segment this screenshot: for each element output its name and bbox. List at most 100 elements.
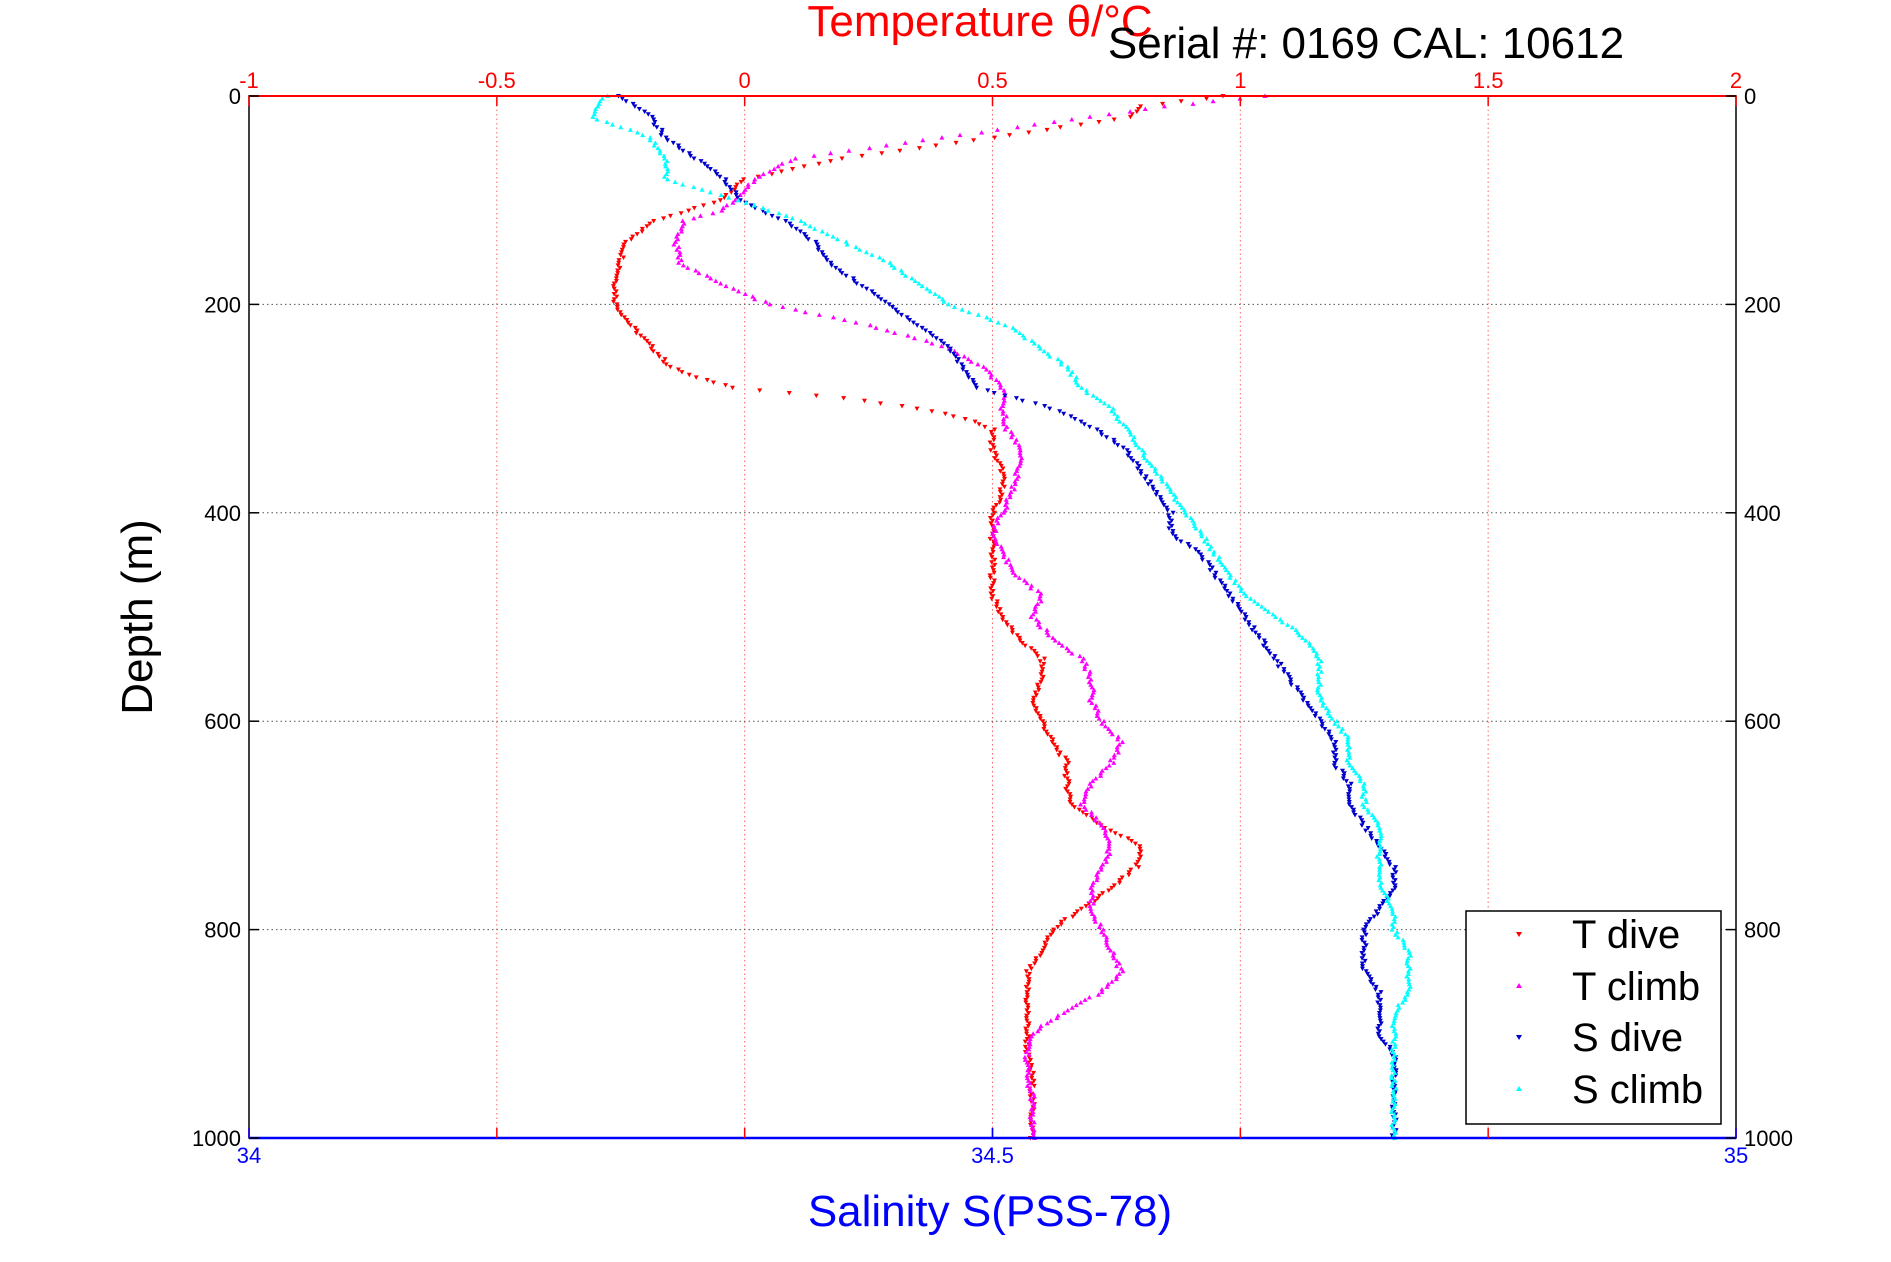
data-point <box>1207 562 1213 568</box>
data-point <box>693 268 699 273</box>
data-point <box>1062 766 1068 771</box>
data-point <box>1037 624 1043 630</box>
data-point <box>678 257 684 263</box>
data-point <box>1378 990 1384 995</box>
data-point <box>841 396 847 401</box>
data-point <box>1320 703 1326 708</box>
data-point <box>1169 523 1175 529</box>
data-point <box>1079 658 1085 664</box>
data-point <box>801 164 807 169</box>
data-point <box>1351 768 1357 773</box>
data-point <box>1038 598 1044 604</box>
data-point <box>1390 1099 1396 1104</box>
data-point <box>1078 1000 1084 1005</box>
data-point <box>1378 830 1384 836</box>
depth-axis-title: Depth (m) <box>113 519 162 715</box>
data-point <box>621 315 627 320</box>
data-point <box>1368 979 1374 985</box>
data-point <box>1029 583 1035 588</box>
data-point <box>1098 770 1104 776</box>
data-point <box>805 237 811 242</box>
data-point <box>1115 734 1121 739</box>
data-point <box>1042 724 1048 729</box>
data-point <box>1063 786 1069 792</box>
data-point <box>938 338 944 344</box>
data-point <box>636 107 642 112</box>
data-point <box>1024 1018 1030 1024</box>
data-point <box>816 161 822 167</box>
data-point <box>828 159 834 164</box>
data-point <box>1273 614 1279 619</box>
data-point <box>1033 401 1039 406</box>
data-point <box>1086 994 1092 1000</box>
data-point <box>1028 1117 1034 1122</box>
data-point <box>1117 419 1123 424</box>
data-point <box>897 148 903 154</box>
data-point <box>1048 932 1054 938</box>
data-point <box>1104 435 1110 440</box>
data-point <box>1083 904 1089 909</box>
data-point <box>1278 661 1284 667</box>
data-point <box>1035 685 1041 690</box>
data-point <box>1375 992 1381 998</box>
data-point <box>1345 734 1351 739</box>
data-point <box>664 171 670 177</box>
data-point <box>1099 987 1105 992</box>
data-point <box>941 341 947 346</box>
data-point <box>992 536 998 541</box>
data-point <box>1037 1026 1043 1031</box>
data-point <box>993 528 999 534</box>
data-point <box>661 153 667 158</box>
data-point <box>1096 924 1102 929</box>
data-point <box>1037 659 1043 664</box>
data-point <box>1001 471 1007 477</box>
data-point <box>1042 403 1048 409</box>
data-point <box>1387 862 1393 867</box>
data-point <box>1392 1036 1398 1042</box>
data-point <box>1361 930 1367 935</box>
data-point <box>954 359 960 365</box>
data-point <box>1404 989 1410 995</box>
data-point <box>604 119 610 125</box>
data-point <box>990 518 996 524</box>
data-point <box>783 213 789 218</box>
data-point <box>1009 628 1015 633</box>
data-point <box>1034 617 1040 622</box>
data-point <box>634 129 640 135</box>
data-point <box>1347 762 1353 768</box>
data-point <box>1369 812 1375 817</box>
data-point <box>997 495 1003 500</box>
data-point <box>1116 960 1122 966</box>
data-point <box>1400 1000 1406 1005</box>
data-point <box>1393 865 1399 870</box>
data-point <box>899 403 905 409</box>
data-point <box>1247 596 1253 601</box>
data-point <box>1152 468 1158 474</box>
data-point <box>696 270 702 276</box>
data-point <box>998 612 1004 617</box>
data-point <box>984 314 990 320</box>
data-point <box>763 299 769 304</box>
data-point <box>989 432 995 438</box>
data-point <box>657 148 663 153</box>
data-point <box>1288 677 1294 683</box>
data-point <box>1359 823 1365 828</box>
data-point <box>898 312 904 318</box>
data-point <box>1007 492 1013 497</box>
data-point <box>1028 585 1034 591</box>
data-point <box>1261 638 1267 643</box>
data-point <box>659 130 665 135</box>
data-point <box>1000 479 1006 485</box>
data-point <box>1138 469 1144 474</box>
data-point <box>1238 609 1244 615</box>
legend-label: T climb <box>1572 965 1700 1009</box>
data-point <box>757 174 763 179</box>
data-point <box>1094 710 1100 716</box>
data-point <box>1096 716 1102 721</box>
data-point <box>1392 932 1398 937</box>
data-point <box>1210 98 1216 104</box>
data-point <box>854 281 860 287</box>
data-point <box>1087 898 1093 903</box>
data-point <box>972 419 978 425</box>
data-point <box>1002 476 1008 482</box>
